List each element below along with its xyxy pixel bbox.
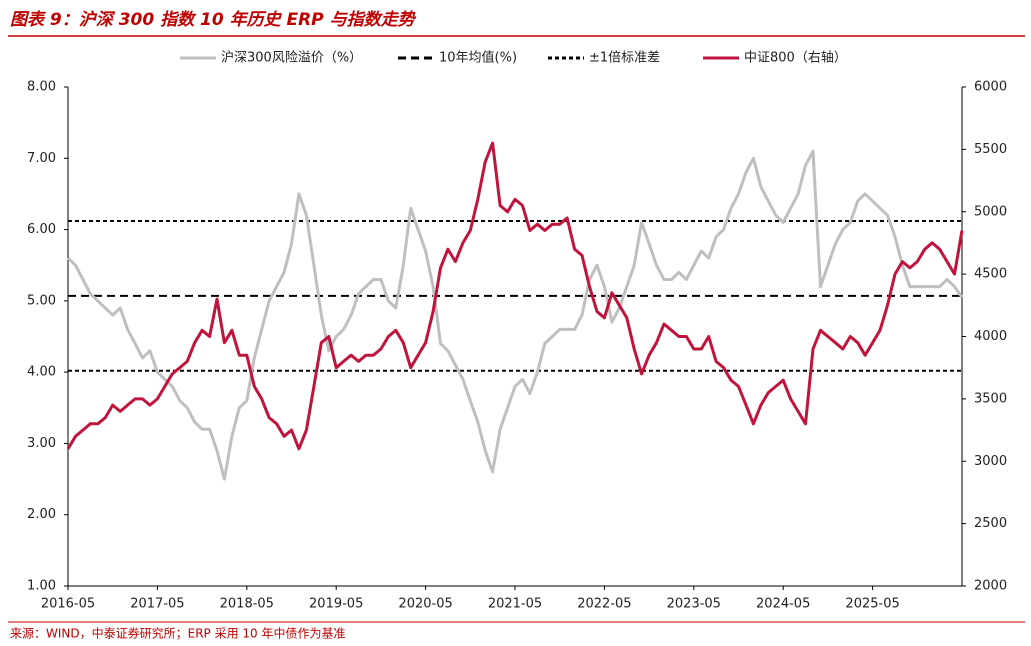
source: 来源：WIND，中泰证券研究所；ERP 采用 10 年中债作为基准 [10,626,346,641]
y-tick-label: 7.00 [27,151,56,166]
y2-tick-label: 2000 [974,579,1007,594]
y2-tick-label: 3000 [974,454,1007,469]
y2-tick-label: 5500 [974,142,1007,157]
y-tick-label: 3.00 [27,436,56,451]
y-tick-label: 6.00 [27,222,56,237]
y2-tick-label: 5000 [974,204,1007,219]
x-tick-label: 2025-05 [845,597,899,612]
legend-label: 沪深300风险溢价（%） [221,50,362,66]
y2-tick-label: 4000 [974,329,1007,344]
x-tick-label: 2022-05 [577,597,631,612]
series-line [66,141,964,451]
legend-label: 中证800（右轴） [744,51,847,66]
chart-title: 图表 9：沪深 300 指数 10 年历史 ERP 与指数走势 [10,10,417,30]
y-tick-label: 5.00 [27,293,56,308]
y2-tick-label: 2500 [974,516,1007,531]
series-line [66,149,964,481]
x-tick-label: 2020-05 [398,597,452,612]
y-tick-label: 1.00 [27,579,56,594]
x-tick-label: 2017-05 [130,597,184,612]
x-tick-label: 2024-05 [756,597,810,612]
x-tick-label: 2018-05 [220,597,274,612]
x-tick-label: 2023-05 [667,597,721,612]
x-tick-label: 2019-05 [309,597,363,612]
y-tick-label: 4.00 [27,365,56,380]
x-tick-label: 2021-05 [488,597,542,612]
y2-tick-label: 6000 [974,80,1007,95]
x-tick-label: 2016-05 [41,597,95,612]
y2-tick-label: 4500 [974,267,1007,282]
y2-tick-label: 3500 [974,391,1007,406]
legend-label: ±1倍标准差 [589,51,660,66]
y-tick-label: 2.00 [27,507,56,522]
y-tick-label: 8.00 [27,80,56,95]
legend-label: 10年均值(%) [439,50,517,66]
